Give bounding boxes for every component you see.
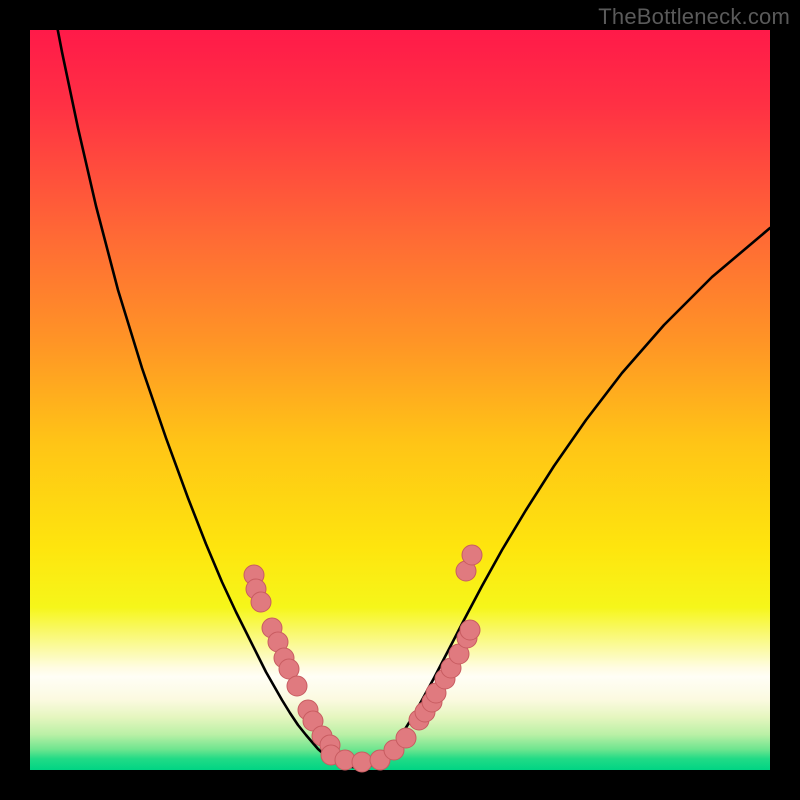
data-dot bbox=[251, 592, 271, 612]
bottleneck-chart-svg bbox=[0, 0, 800, 800]
chart-stage: TheBottleneck.com bbox=[0, 0, 800, 800]
plot-area bbox=[30, 30, 770, 770]
data-dot bbox=[460, 620, 480, 640]
watermark-text: TheBottleneck.com bbox=[598, 4, 790, 30]
data-dot bbox=[287, 676, 307, 696]
data-dot bbox=[462, 545, 482, 565]
data-dot bbox=[352, 752, 372, 772]
data-dot bbox=[396, 728, 416, 748]
